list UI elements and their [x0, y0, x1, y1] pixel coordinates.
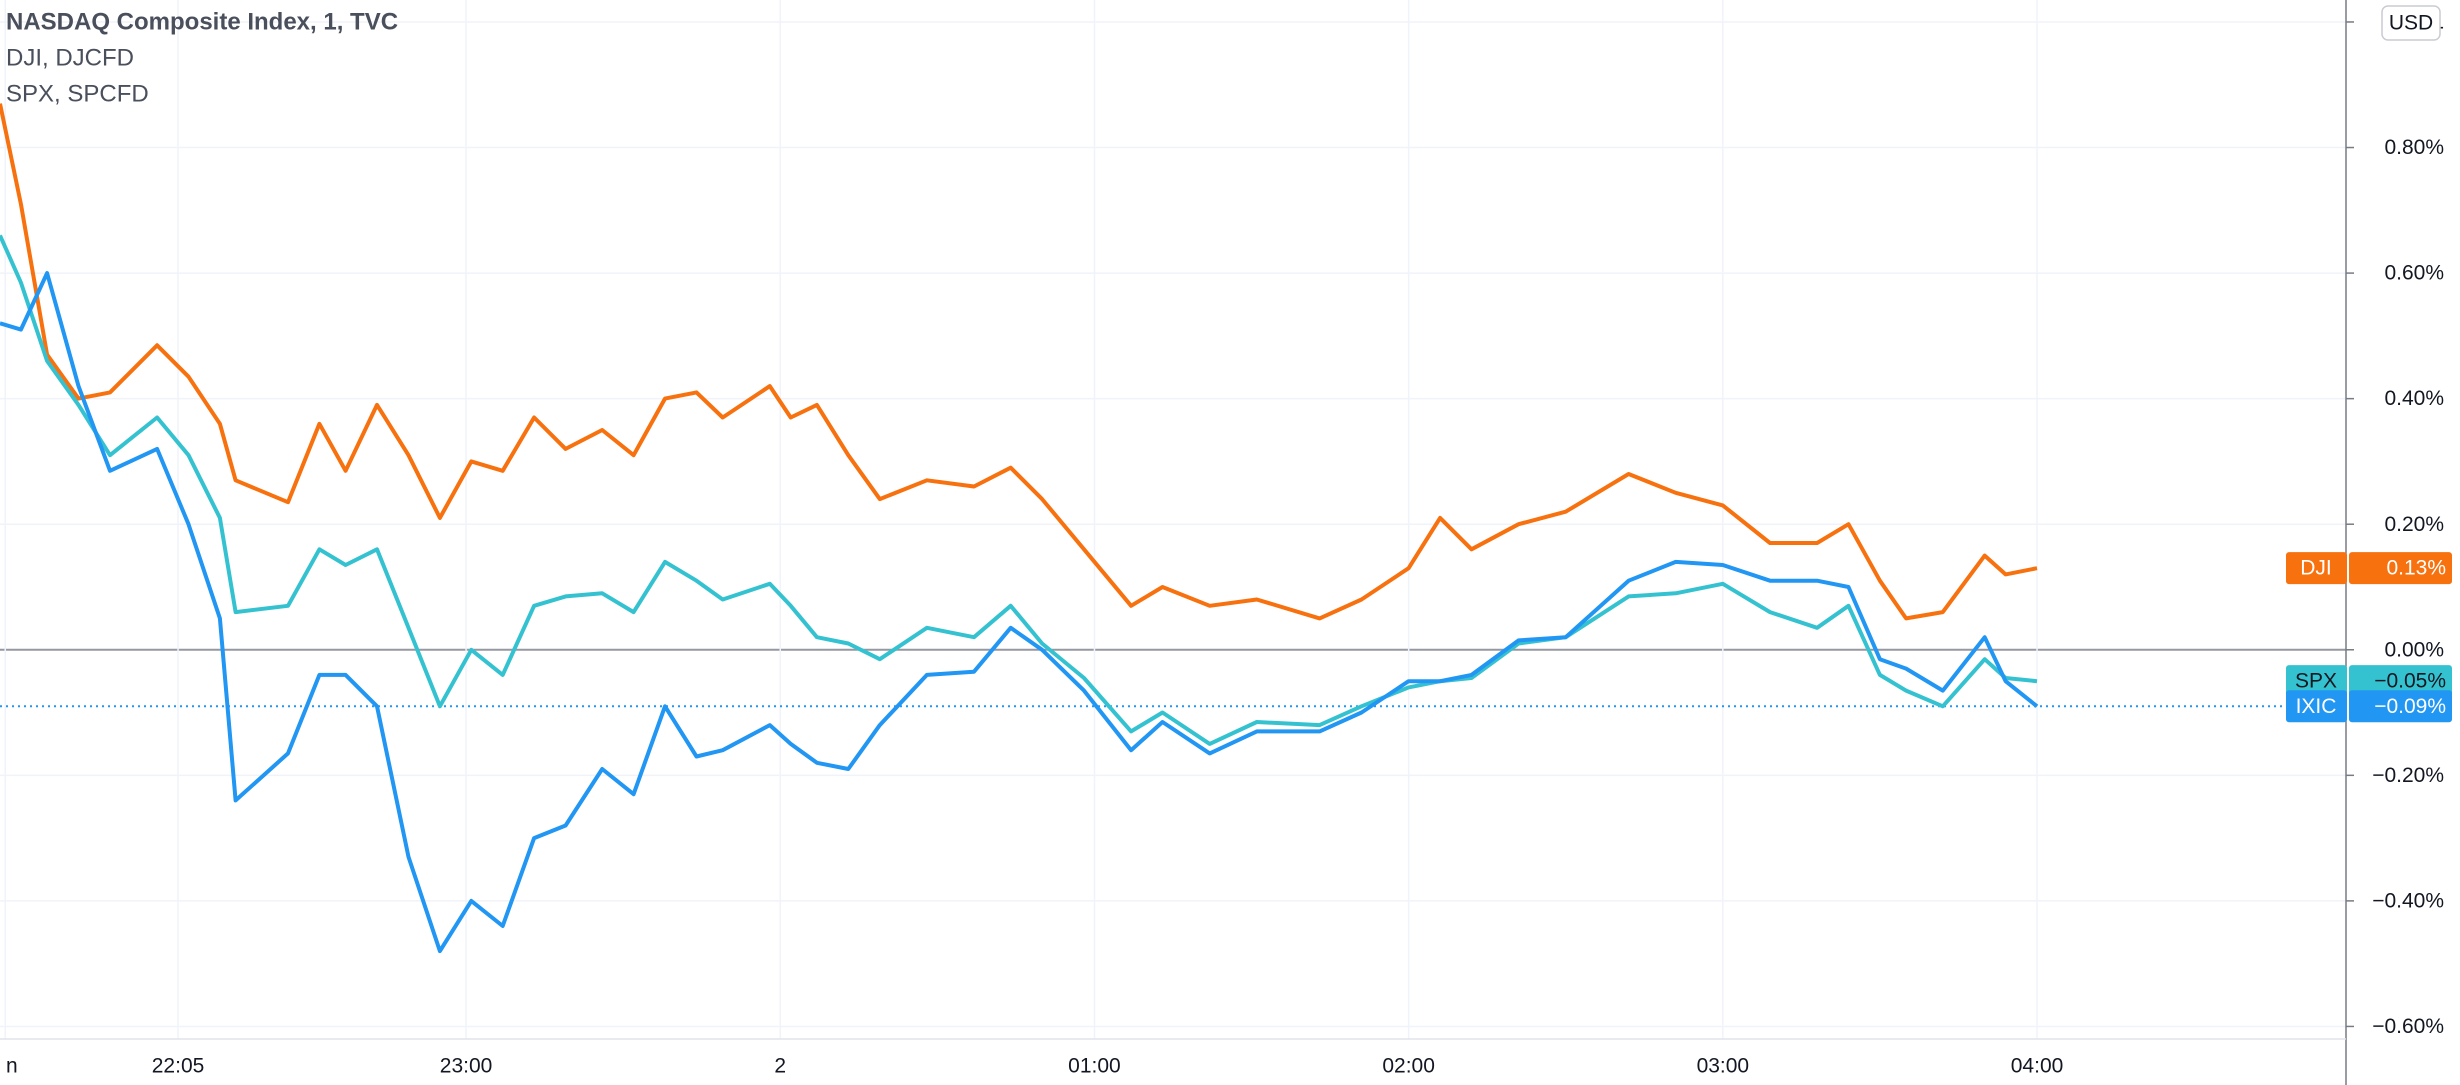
price-tag-label: −0.09%	[2374, 695, 2446, 718]
y-tick-label: 0.60%	[2384, 262, 2444, 285]
legend-item: DJI, DJCFD	[6, 44, 134, 71]
series-tag-name: IXIC	[2296, 695, 2337, 718]
series-tag-name: SPX	[2295, 670, 2337, 693]
price-tag	[2349, 690, 2452, 723]
legend: NASDAQ Composite Index, 1, TVC DJI, DJCFD…	[6, 8, 398, 107]
grid	[0, 0, 2346, 1039]
series-tag	[2286, 552, 2347, 585]
price-tag-label: 0.13%	[2386, 557, 2446, 580]
legend-title: NASDAQ Composite Index, 1, TVC	[6, 8, 398, 35]
series-tag-name: DJI	[2300, 557, 2332, 580]
x-tick-label: 22:05	[152, 1055, 205, 1078]
y-tick-label: −0.20%	[2372, 764, 2444, 787]
y-tick-label: −0.60%	[2372, 1015, 2444, 1038]
x-tick-label: n	[6, 1055, 18, 1078]
series-line	[0, 103, 2038, 621]
currency-button[interactable]	[2381, 5, 2441, 41]
series-tag	[2286, 690, 2347, 723]
y-tick-label: −0.40%	[2372, 889, 2444, 912]
x-tick-label: 01:00	[1068, 1055, 1121, 1078]
series-line	[0, 234, 2038, 746]
x-tick-label: 2	[774, 1055, 786, 1078]
y-tick-label: 0.00%	[2384, 638, 2444, 661]
legend-item: SPX, SPCFD	[6, 80, 149, 107]
x-tick-label: 23:00	[440, 1055, 493, 1078]
price-tag-label: −0.05%	[2374, 670, 2446, 693]
y-tick-label: 0.80%	[2384, 136, 2444, 159]
series-tag	[2286, 665, 2347, 698]
y-tick-label: 0.40%	[2384, 387, 2444, 410]
series-line	[0, 271, 2039, 954]
price-tag	[2349, 665, 2452, 698]
x-tick-label: 04:00	[2011, 1055, 2064, 1078]
x-tick-label: 02:00	[1382, 1055, 1435, 1078]
x-tick-label: 03:00	[1697, 1055, 1750, 1078]
y-tick-label: 0.20%	[2384, 513, 2444, 536]
currency-label[interactable]: USD	[2389, 12, 2433, 35]
price-tag	[2349, 552, 2452, 585]
plot	[0, 103, 2039, 954]
